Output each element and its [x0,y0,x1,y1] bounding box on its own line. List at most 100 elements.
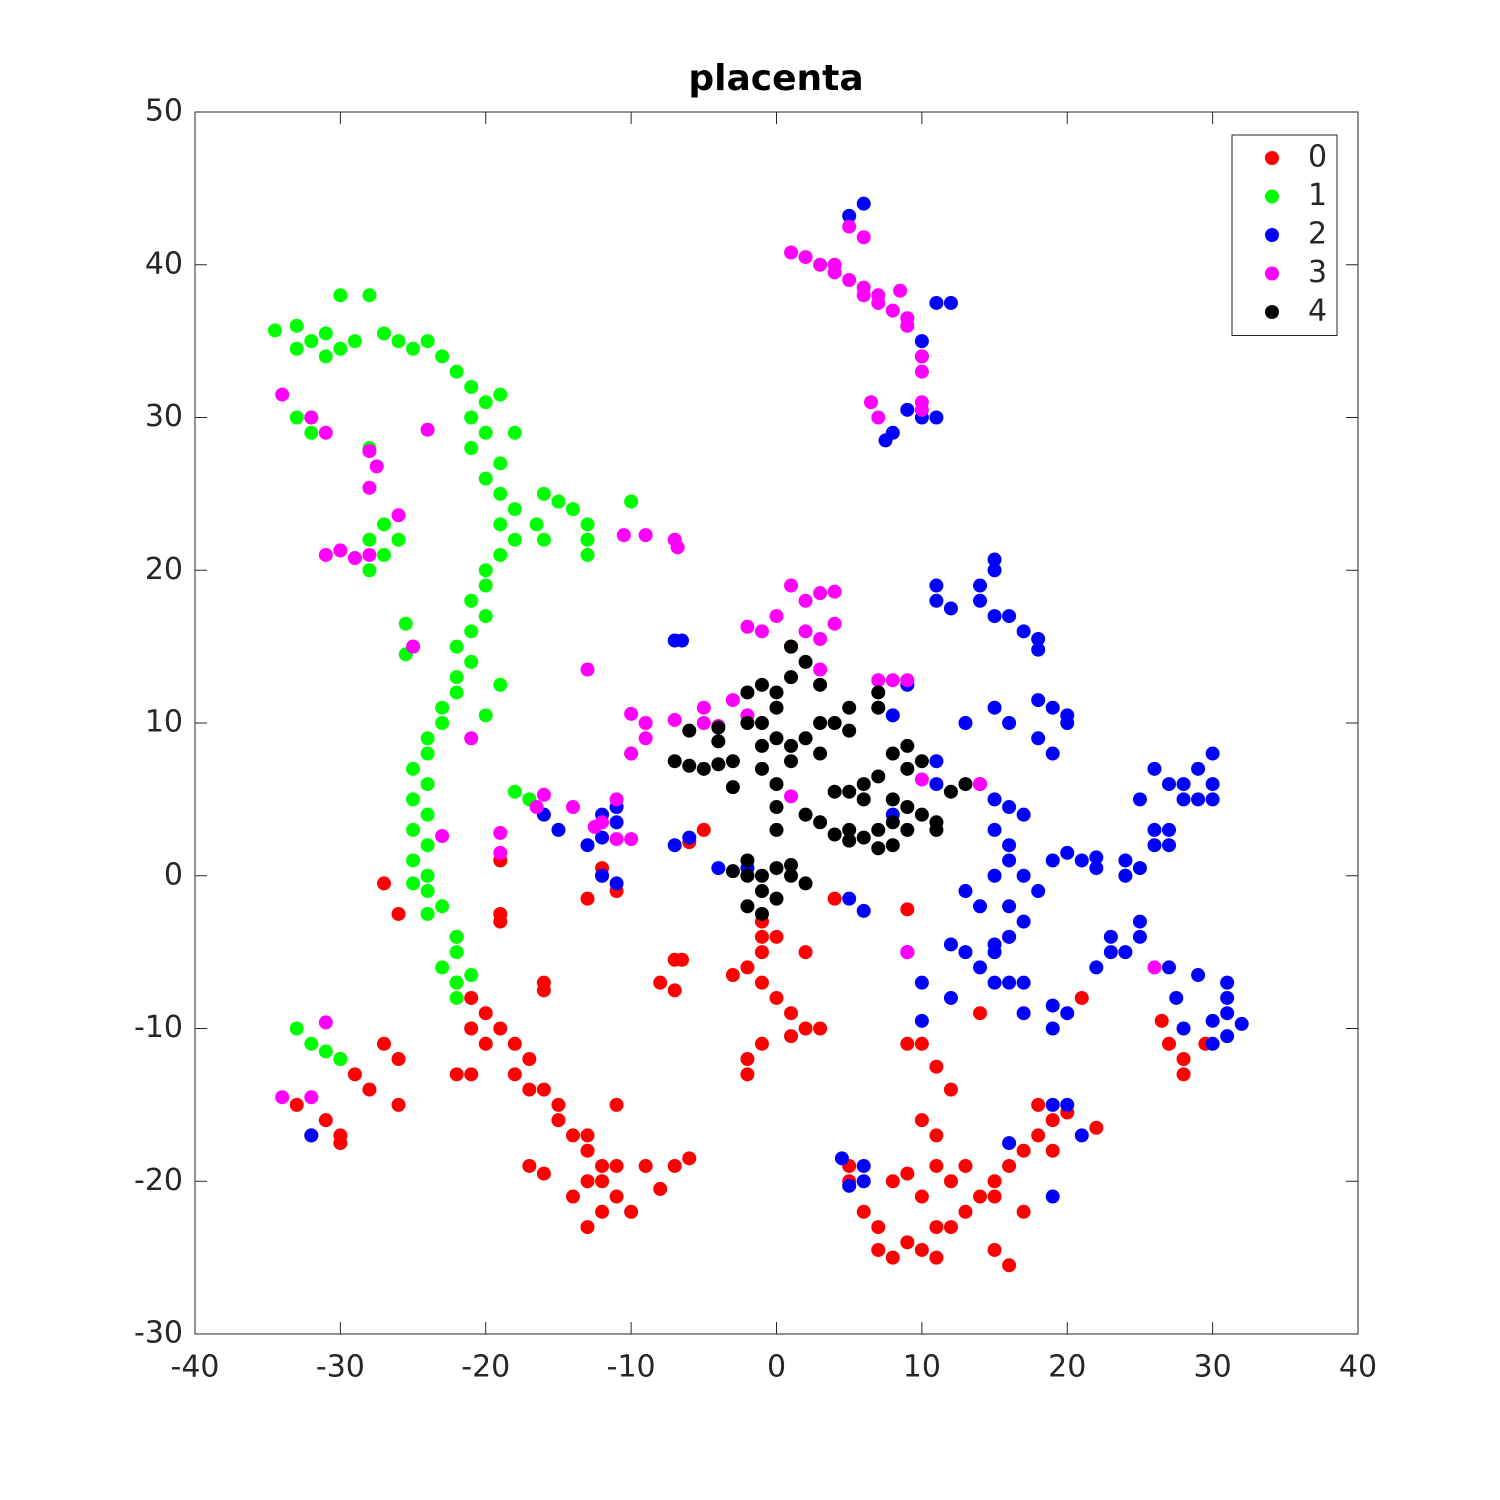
point [376,1036,391,1051]
point [900,902,915,917]
point [1002,1258,1017,1273]
point [1147,838,1162,853]
point [362,480,377,495]
point [973,593,988,608]
point [391,906,406,921]
point [493,906,508,921]
point [391,532,406,547]
point [740,960,755,975]
point [871,673,886,688]
point [1089,1120,1104,1135]
point [1147,822,1162,837]
point [449,990,464,1005]
point [449,670,464,685]
point [275,387,290,402]
point [900,1036,915,1051]
point [856,1204,871,1219]
point [1002,975,1017,990]
point [929,1059,944,1074]
point [507,425,522,440]
point [973,777,988,792]
point [856,196,871,211]
point [580,1143,595,1158]
point [885,815,900,830]
point [362,563,377,578]
point [304,410,319,425]
point [813,815,828,830]
point [551,822,566,837]
point [914,1242,929,1257]
point [420,777,435,792]
point [827,616,842,631]
point [740,1067,755,1082]
point [696,716,711,730]
point [863,395,878,410]
point [987,792,1002,807]
point [784,868,799,883]
point [333,1136,348,1151]
point [587,819,602,834]
point [318,425,333,440]
point [987,563,1002,578]
point [1089,850,1104,865]
point [391,1097,406,1112]
point [1118,945,1133,960]
point [333,1052,348,1067]
point [754,929,769,944]
point [740,716,755,730]
x-tick-label: -20 [461,1350,510,1385]
legend-box [1231,134,1338,336]
point [827,891,842,906]
point [493,1021,508,1036]
point [784,639,799,654]
point [834,1151,849,1166]
point [1002,853,1017,868]
point [420,807,435,822]
point [1016,914,1031,929]
x-tick-label: 0 [767,1350,786,1385]
point [914,754,929,769]
point [275,1090,290,1105]
point [987,552,1002,567]
point [871,410,886,425]
point [1176,1021,1191,1036]
point [827,584,842,599]
point [929,815,944,830]
legend-label: 2 [1308,217,1327,252]
point [973,960,988,975]
point [1089,960,1104,975]
y-tick-label: -30 [134,1316,183,1351]
legend-label: 0 [1308,140,1327,175]
point [856,1174,871,1189]
point [1132,929,1147,944]
point [376,547,391,562]
point [1031,1097,1046,1112]
point [1060,1097,1075,1112]
point [740,1052,755,1067]
point [1162,960,1177,975]
point [1060,845,1075,860]
point [347,334,362,349]
point [580,517,595,532]
point [536,486,551,501]
point [784,738,799,753]
point [551,494,566,509]
point [900,945,915,960]
point [318,1044,333,1059]
point [878,433,893,448]
point [638,716,653,730]
point [871,700,886,715]
point [1074,990,1089,1005]
point [1176,792,1191,807]
point [813,586,828,601]
point [725,754,740,769]
point [267,323,282,338]
point [1045,853,1060,868]
point [1118,868,1133,883]
x-tick-label: 20 [1048,1350,1086,1385]
point [493,845,508,860]
point [304,425,319,440]
point [943,784,958,799]
point [725,693,740,708]
